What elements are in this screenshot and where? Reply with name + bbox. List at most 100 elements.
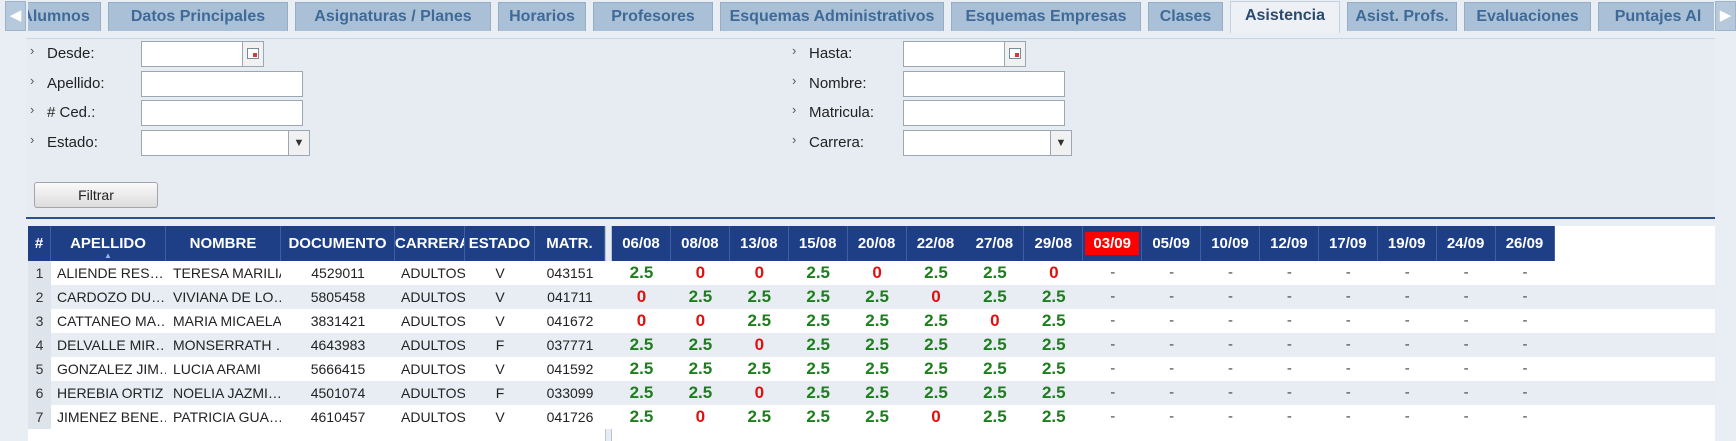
attendance-cell[interactable]: 2.5 <box>865 359 889 378</box>
attendance-cell[interactable]: 2.5 <box>983 383 1007 402</box>
attendance-cell[interactable]: - <box>1110 360 1116 377</box>
date-header-03-09[interactable]: 03/09 <box>1083 226 1143 261</box>
attendance-cell[interactable]: 2.5 <box>688 287 713 306</box>
attendance-cell[interactable]: - <box>1345 384 1351 401</box>
attendance-cell[interactable]: - <box>1110 312 1116 329</box>
table-row[interactable] <box>28 381 1715 405</box>
attendance-cell[interactable]: - <box>1404 384 1410 401</box>
attendance-cell[interactable]: - <box>1463 384 1469 401</box>
attendance-cell[interactable]: - <box>1463 312 1469 329</box>
attendance-cell[interactable]: 2.5 <box>983 263 1007 282</box>
attendance-cell[interactable]: - <box>1286 360 1292 377</box>
attendance-cell[interactable]: - <box>1169 336 1175 353</box>
tab-alumnos[interactable]: Alumnos <box>28 2 101 31</box>
attendance-cell[interactable]: 2.5 <box>924 359 948 378</box>
attendance-cell[interactable]: - <box>1228 384 1233 401</box>
carrera-header[interactable]: CARRERA <box>395 226 465 261</box>
attendance-cell[interactable]: 2.5 <box>806 359 830 378</box>
table-row[interactable] <box>28 357 1715 381</box>
attendance-cell[interactable]: - <box>1522 360 1528 377</box>
attendance-cell[interactable]: 2.5 <box>688 335 713 354</box>
date-header-15-08[interactable]: 15/08 <box>788 226 848 261</box>
attendance-cell[interactable]: 2.5 <box>629 407 654 426</box>
attendance-cell[interactable]: - <box>1463 336 1469 353</box>
attendance-cell[interactable]: 2.5 <box>629 263 654 282</box>
date-header-05-09[interactable]: 05/09 <box>1142 226 1202 261</box>
attendance-cell[interactable]: 2.5 <box>806 311 830 330</box>
estado-select[interactable] <box>141 130 289 156</box>
attendance-cell[interactable]: - <box>1345 288 1351 305</box>
nombre-input[interactable] <box>903 71 1065 97</box>
attendance-cell[interactable]: - <box>1169 312 1175 329</box>
date-header-06-08[interactable]: 06/08 <box>612 226 671 261</box>
tab-clases[interactable]: Clases <box>1148 2 1223 31</box>
date-header-08-08[interactable]: 08/08 <box>670 226 730 261</box>
attendance-cell[interactable]: - <box>1345 312 1351 329</box>
attendance-cell[interactable]: - <box>1110 336 1116 353</box>
table-row[interactable] <box>28 261 1715 285</box>
tab-evaluaciones[interactable]: Evaluaciones <box>1464 2 1591 31</box>
tab-profesores[interactable]: Profesores <box>593 2 713 31</box>
tab-datos-principales[interactable]: Datos Principales <box>108 2 288 31</box>
attendance-cell[interactable]: 0 <box>695 263 706 282</box>
attendance-cell[interactable]: 2.5 <box>747 407 772 426</box>
attendance-cell[interactable]: - <box>1169 408 1175 425</box>
attendance-cell[interactable]: 2.5 <box>629 383 654 402</box>
date-header-17-09[interactable]: 17/09 <box>1318 226 1378 261</box>
attendance-cell[interactable]: - <box>1169 384 1175 401</box>
cedula-input[interactable] <box>141 100 303 126</box>
attendance-cell[interactable]: 0 <box>695 407 706 426</box>
attendance-cell[interactable]: 2.5 <box>1041 335 1066 354</box>
attendance-cell[interactable]: 2.5 <box>924 263 948 282</box>
attendance-cell[interactable]: 0 <box>754 263 765 282</box>
attendance-cell[interactable]: - <box>1286 264 1292 281</box>
attendance-cell[interactable]: - <box>1169 360 1175 377</box>
carrera-select[interactable] <box>903 130 1051 156</box>
attendance-cell[interactable]: 2.5 <box>865 383 889 402</box>
attendance-cell[interactable]: 2.5 <box>1041 311 1066 330</box>
chevron-down-icon[interactable]: ▼ <box>288 130 310 156</box>
attendance-cell[interactable]: 2.5 <box>806 335 830 354</box>
attendance-cell[interactable]: - <box>1404 408 1410 425</box>
attendance-cell[interactable]: - <box>1228 312 1233 329</box>
attendance-cell[interactable]: - <box>1463 264 1469 281</box>
attendance-cell[interactable]: 2.5 <box>747 287 772 306</box>
attendance-cell[interactable]: - <box>1404 312 1410 329</box>
documento-header[interactable]: DOCUMENTO <box>281 226 395 261</box>
attendance-cell[interactable]: 2.5 <box>747 359 772 378</box>
tab-asignaturas-planes[interactable]: Asignaturas / Planes <box>295 2 491 31</box>
attendance-cell[interactable]: - <box>1228 408 1233 425</box>
matricula-input[interactable] <box>903 100 1065 126</box>
date-header-19-09[interactable]: 19/09 <box>1377 226 1437 261</box>
attendance-cell[interactable]: - <box>1522 384 1528 401</box>
attendance-cell[interactable]: - <box>1522 312 1528 329</box>
attendance-cell[interactable]: 2.5 <box>629 335 654 354</box>
tab-esquemas-empresas[interactable]: Esquemas Empresas <box>951 2 1141 31</box>
attendance-cell[interactable]: 2.5 <box>924 383 948 402</box>
attendance-cell[interactable]: 2.5 <box>924 335 948 354</box>
date-header-12-09[interactable]: 12/09 <box>1259 226 1319 261</box>
filtrar-button[interactable]: Filtrar <box>34 182 158 208</box>
attendance-cell[interactable]: - <box>1286 312 1292 329</box>
date-header-29-08[interactable]: 29/08 <box>1024 226 1084 261</box>
hasta-calendar-button[interactable] <box>1004 41 1026 67</box>
attendance-cell[interactable]: 0 <box>931 287 941 306</box>
tab-asist-profs[interactable]: Asist. Profs. <box>1347 2 1457 31</box>
attendance-cell[interactable]: - <box>1345 408 1351 425</box>
desde-input[interactable] <box>141 41 243 67</box>
attendance-cell[interactable]: - <box>1522 336 1528 353</box>
attendance-cell[interactable]: 2.5 <box>865 407 889 426</box>
tab-puntajes-al[interactable]: Puntajes Al <box>1598 2 1714 31</box>
attendance-cell[interactable]: - <box>1345 360 1351 377</box>
date-header-20-08[interactable]: 20/08 <box>847 226 907 261</box>
attendance-cell[interactable]: - <box>1404 336 1410 353</box>
attendance-cell[interactable]: - <box>1286 408 1292 425</box>
table-row[interactable] <box>28 405 1715 429</box>
attendance-cell[interactable]: - <box>1228 264 1233 281</box>
table-row[interactable] <box>28 309 1715 333</box>
attendance-cell[interactable]: - <box>1286 288 1292 305</box>
attendance-cell[interactable]: - <box>1110 384 1116 401</box>
date-header-13-08[interactable]: 13/08 <box>729 226 789 261</box>
row-number-header[interactable]: # <box>28 226 51 261</box>
attendance-cell[interactable]: 2.5 <box>983 335 1007 354</box>
